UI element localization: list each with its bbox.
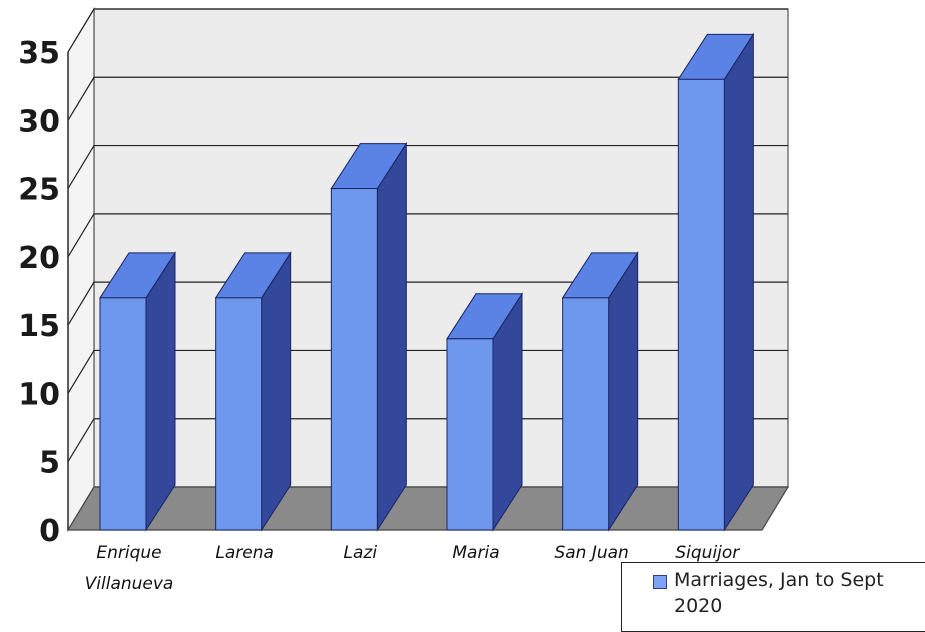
x-tick-label: Lazi [344,543,378,563]
y-tick-label: 35 [18,36,60,71]
y-tick-label: 5 [39,446,60,481]
bar-side [723,32,754,532]
legend-label: Marriages, Jan to Sept 2020 [674,569,884,617]
bar [215,297,263,531]
x-tick-label: Larena [215,543,274,563]
gridline [67,76,788,121]
bar [562,297,610,531]
gridline [67,349,788,394]
y-tick-label: 20 [18,241,60,276]
y-tick-label: 15 [18,309,60,344]
x-tick-label: San Juan [554,543,628,563]
x-tick-label: Maria [452,543,499,563]
legend: Marriages, Jan to Sept 2020 [621,562,925,632]
gridline [67,144,788,189]
bar-side [376,141,407,532]
bar-side [261,251,292,532]
gridline [67,418,788,463]
legend-swatch [653,575,667,589]
bar [677,78,725,531]
gridline [67,213,788,258]
bar [330,188,378,531]
bar-side [145,251,176,532]
gridline [67,8,788,53]
y-tick-label: 30 [18,104,60,139]
x-tick-label: Siquijor [675,543,740,563]
x-tick-label: Enrique [96,543,161,563]
bar [99,297,147,531]
side-wall [67,6,95,533]
bar [446,338,494,531]
y-tick-label: 10 [18,377,60,412]
gridline [67,281,788,326]
y-tick-label: 0 [39,514,60,549]
x-tick-label: Villanueva [85,574,174,594]
y-tick-label: 25 [18,173,60,208]
bar-side [608,251,639,532]
